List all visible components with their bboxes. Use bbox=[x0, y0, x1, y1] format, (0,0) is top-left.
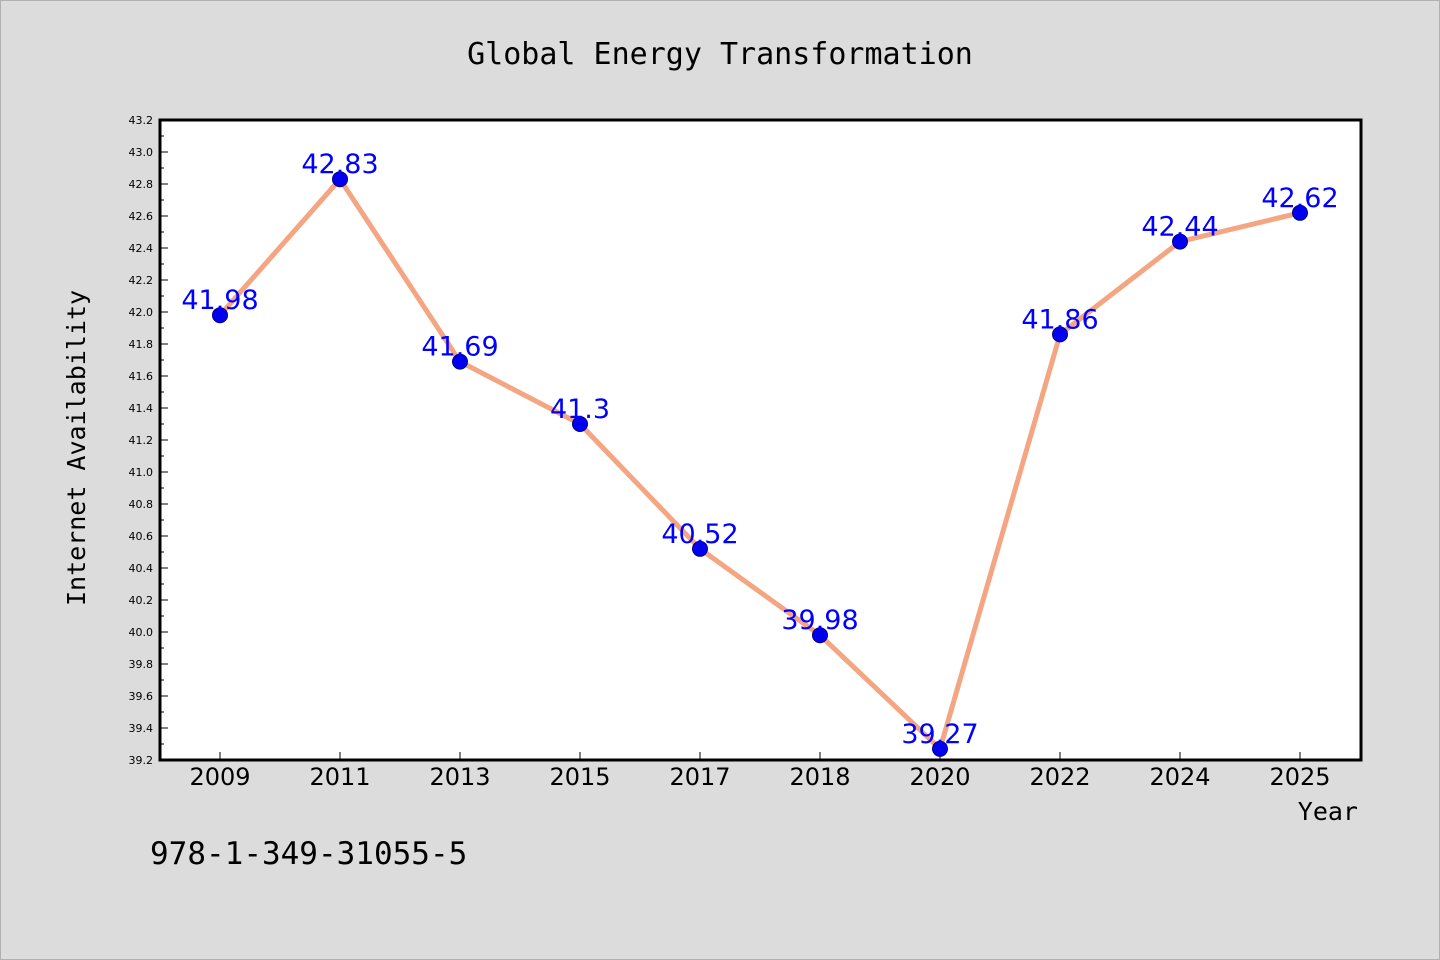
y-tick-label: 42.8 bbox=[129, 178, 154, 191]
x-tick-label: 2020 bbox=[909, 763, 970, 791]
data-label: 41.98 bbox=[181, 285, 258, 316]
isbn-text: 978-1-349-31055-5 bbox=[150, 836, 467, 872]
data-label: 41.69 bbox=[421, 332, 498, 363]
y-tick-label: 42.0 bbox=[129, 306, 154, 319]
y-axis-label: Internet Availability bbox=[62, 290, 91, 606]
series-markers bbox=[212, 171, 1308, 757]
y-tick-label: 43.2 bbox=[129, 114, 154, 127]
y-tick-label: 40.6 bbox=[129, 530, 154, 543]
y-tick-label: 39.8 bbox=[129, 658, 154, 671]
x-tick-label: 2013 bbox=[429, 763, 490, 791]
x-axis-label: Year bbox=[1298, 797, 1358, 826]
x-axis: 2009 2011 2013 2015 2017 2018 2020 2022 2024 2025 bbox=[189, 752, 1331, 791]
data-label: 41.3 bbox=[550, 394, 610, 425]
y-tick-label: 41.2 bbox=[129, 434, 154, 447]
data-point bbox=[452, 353, 468, 370]
y-tick-label: 42.4 bbox=[129, 242, 154, 255]
y-tick-label: 42.6 bbox=[129, 210, 154, 223]
y-tick-label: 40.4 bbox=[129, 562, 154, 575]
x-tick-label: 2018 bbox=[789, 763, 850, 791]
data-point bbox=[332, 171, 348, 188]
y-axis: 39.2 39.4 39.6 39.8 40.0 40.2 40.4 40.6 40.8 41.0… bbox=[129, 114, 168, 767]
data-point bbox=[812, 627, 828, 644]
x-tick-label: 2025 bbox=[1269, 763, 1330, 791]
y-tick-label: 41.0 bbox=[129, 466, 154, 479]
y-tick-label: 43.0 bbox=[129, 146, 154, 159]
data-label: 42.83 bbox=[301, 149, 378, 180]
y-tick-label: 40.8 bbox=[129, 498, 154, 511]
y-tick-label: 41.8 bbox=[129, 338, 154, 351]
y-tick-label: 42.2 bbox=[129, 274, 154, 287]
plot-area bbox=[158, 118, 1363, 762]
chart-title: Global Energy Transformation bbox=[467, 37, 973, 72]
x-tick-label: 2017 bbox=[669, 763, 730, 791]
data-label: 42.44 bbox=[1141, 212, 1218, 243]
x-tick-label: 2022 bbox=[1029, 763, 1090, 791]
y-tick-label: 39.2 bbox=[129, 754, 154, 767]
data-point bbox=[212, 307, 228, 324]
data-label: 40.52 bbox=[661, 519, 738, 550]
x-tick-label: 2009 bbox=[189, 763, 250, 791]
y-tick-label: 40.0 bbox=[129, 626, 154, 639]
data-point bbox=[692, 540, 708, 557]
data-label: 39.98 bbox=[781, 605, 858, 636]
x-tick-label: 2024 bbox=[1149, 763, 1210, 791]
y-tick-label: 40.2 bbox=[129, 594, 154, 607]
data-point bbox=[932, 740, 948, 757]
data-label: 39.27 bbox=[901, 719, 978, 750]
data-label: 41.86 bbox=[1021, 304, 1098, 335]
series-line bbox=[218, 176, 1301, 752]
data-point bbox=[1052, 326, 1068, 343]
y-tick-label: 39.6 bbox=[129, 690, 154, 703]
data-point bbox=[1172, 233, 1188, 250]
y-tick-label: 41.6 bbox=[129, 370, 154, 383]
x-tick-label: 2011 bbox=[309, 763, 370, 791]
data-point bbox=[1292, 204, 1308, 221]
data-point bbox=[572, 416, 588, 432]
x-tick-label: 2015 bbox=[549, 763, 610, 791]
data-label: 42.62 bbox=[1261, 183, 1338, 214]
y-tick-label: 39.4 bbox=[129, 722, 154, 735]
data-labels: 41.98 42.83 41.69 41.3 40.52 39.98 39.27 41.86 4… bbox=[181, 149, 1338, 750]
y-tick-label: 41.4 bbox=[129, 402, 154, 415]
